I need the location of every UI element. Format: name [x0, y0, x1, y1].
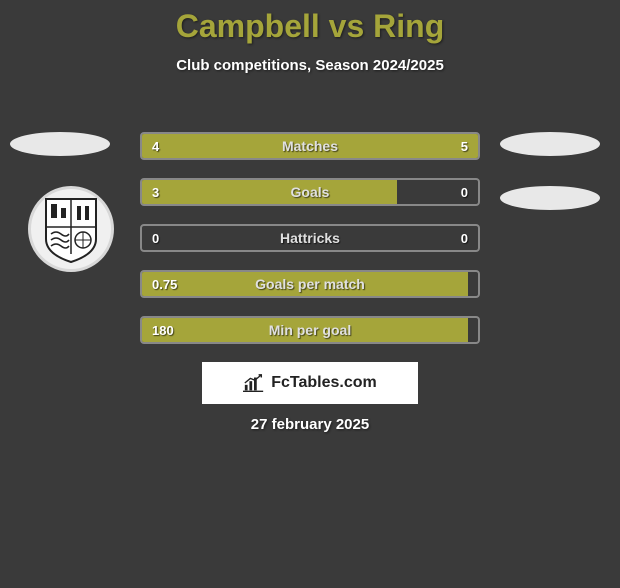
stat-value-left: 0.75: [152, 277, 177, 292]
stat-row: 4 Matches 5: [140, 132, 480, 160]
player-right-badge-2: [500, 186, 600, 210]
stat-label: Goals: [291, 184, 330, 200]
stat-value-right: 5: [461, 139, 468, 154]
date-text: 27 february 2025: [0, 416, 620, 433]
player-right-badge: [500, 132, 600, 156]
bar-fill-left: [142, 180, 397, 204]
stat-label: Goals per match: [255, 276, 365, 292]
club-crest: [28, 186, 114, 272]
stat-value-right: 0: [461, 231, 468, 246]
bar-chart-icon: [243, 373, 265, 393]
stat-row: 0.75 Goals per match: [140, 270, 480, 298]
stat-label: Min per goal: [269, 322, 351, 338]
stat-value-left: 3: [152, 185, 159, 200]
stat-value-right: 0: [461, 185, 468, 200]
stat-value-left: 180: [152, 323, 174, 338]
stat-value-left: 4: [152, 139, 159, 154]
stats-bars: 4 Matches 5 3 Goals 0 0 Hattricks 0 0.75 Goals per…: [140, 132, 480, 362]
page-title: Campbell vs Ring: [0, 8, 620, 45]
stat-label: Matches: [282, 138, 338, 154]
stat-label: Hattricks: [280, 230, 340, 246]
bar-fill-left: [142, 134, 290, 158]
stat-row: 3 Goals 0: [140, 178, 480, 206]
stat-value-left: 0: [152, 231, 159, 246]
logo-text: FcTables.com: [271, 374, 377, 392]
fctables-logo[interactable]: FcTables.com: [202, 362, 418, 404]
page-subtitle: Club competitions, Season 2024/2025: [0, 57, 620, 74]
stat-row: 0 Hattricks 0: [140, 224, 480, 252]
player-left-badge: [10, 132, 110, 156]
shield-icon: [41, 194, 101, 264]
stat-row: 180 Min per goal: [140, 316, 480, 344]
